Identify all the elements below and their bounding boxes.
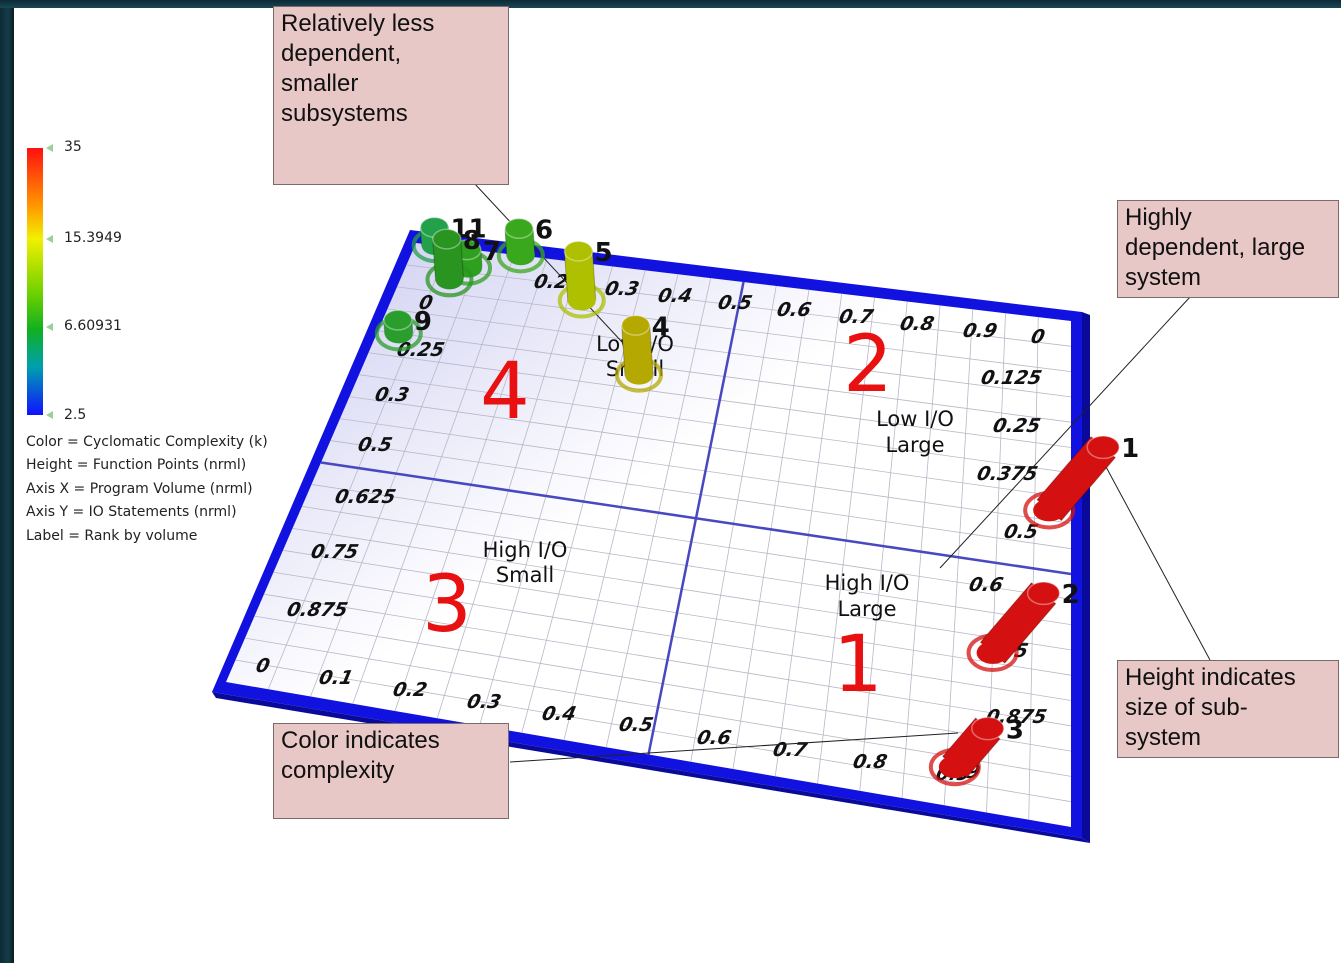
y-right-tick-label: 0.375 [975, 462, 1040, 485]
data-marker-top [505, 219, 533, 239]
quadrant-label: Large [837, 597, 896, 621]
data-marker-top [433, 229, 461, 249]
data-marker-bottom [568, 291, 596, 311]
x-top-tick-label: 0.6 [775, 298, 813, 321]
x-top-tick-label: 0.5 [716, 291, 754, 314]
quadrant-label: High I/O [483, 538, 568, 562]
y-tick-label: 0.625 [333, 485, 398, 508]
data-marker-bottom [1033, 499, 1065, 521]
y-right-tick-label: 0.6 [967, 573, 1005, 596]
x-tick-label: 0.5 [617, 713, 655, 736]
data-marker-top [1028, 582, 1060, 604]
annotation-right-bottom: Height indicates size of sub- system [1117, 660, 1339, 758]
x-tick-label: 0.3 [465, 690, 503, 713]
x-top-tick-label: 0.8 [898, 312, 936, 335]
data-marker-top [384, 310, 412, 330]
quadrant-label: Low I/O [876, 407, 954, 431]
data-marker-label: 7 [483, 237, 501, 267]
data-marker-top [972, 717, 1004, 739]
x-top-tick-label: 0.9 [961, 319, 999, 342]
quadrant-label: Small [496, 563, 554, 587]
data-marker-bottom [977, 642, 1009, 664]
annotation-leader [1105, 465, 1210, 660]
annotation-right-top: Highly dependent, large system [1117, 200, 1339, 298]
plane-edge-right [1082, 312, 1090, 843]
x-top-tick-label: 0.4 [656, 284, 694, 307]
data-marker-label: 5 [594, 238, 612, 268]
data-marker-bottom [625, 365, 653, 385]
quadrant-number: 2 [843, 320, 893, 410]
data-marker-label: 1 [1121, 434, 1139, 464]
x-tick-label: 0.6 [695, 726, 733, 749]
y-tick-label: 0.875 [285, 598, 350, 621]
data-marker-label: 2 [1062, 580, 1080, 610]
y-tick-label: 0.3 [373, 383, 411, 406]
data-marker-top [1087, 436, 1119, 458]
data-marker-label: 8 [463, 226, 481, 256]
y-tick-label: 0.75 [309, 540, 361, 563]
x-tick-label: 0.2 [391, 678, 429, 701]
data-marker-bottom [435, 270, 463, 290]
quadrant-number: 4 [480, 347, 530, 437]
data-marker-label: 6 [535, 215, 553, 245]
y-right-tick-label: 0.125 [979, 366, 1044, 389]
x-top-tick-label: 0.7 [837, 305, 876, 328]
quadrant-number: 1 [833, 620, 883, 710]
x-tick-label: 0.8 [851, 750, 889, 773]
quadrant-number: 3 [422, 560, 472, 650]
y-right-tick-label: 0.25 [991, 414, 1043, 437]
data-marker-label: 9 [414, 307, 432, 337]
data-marker-label: 4 [652, 312, 670, 342]
x-tick-label: 0.1 [317, 666, 355, 689]
data-marker-label: 3 [1006, 715, 1024, 745]
quadrant-label: Large [885, 433, 944, 457]
annotation-top: Relatively less dependent, smaller subsy… [273, 6, 509, 185]
data-marker-bottom [507, 246, 535, 266]
y-tick-label: 0.5 [356, 433, 394, 456]
data-marker-top [564, 241, 592, 261]
quadrant-label: High I/O [825, 571, 910, 595]
x-tick-label: 0.4 [540, 702, 578, 725]
data-marker-bottom [939, 756, 971, 778]
x-top-tick-label: 0.3 [603, 277, 641, 300]
data-marker-top [622, 316, 650, 336]
x-tick-label: 0.7 [771, 738, 810, 761]
annotation-bottom: Color indicates complexity [273, 723, 509, 819]
